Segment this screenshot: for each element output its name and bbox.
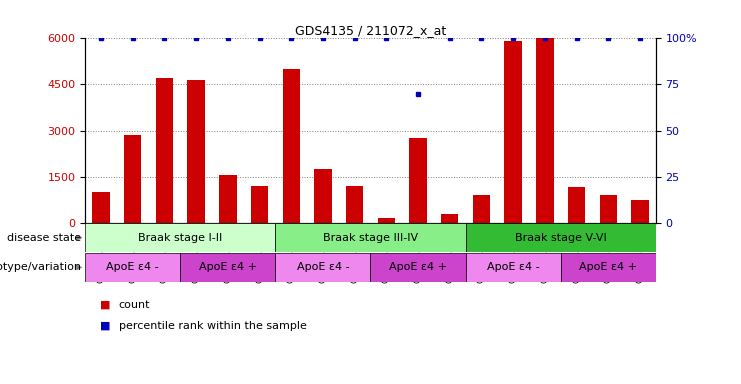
Bar bbox=[251, 186, 268, 223]
Bar bbox=[219, 175, 236, 223]
Bar bbox=[93, 192, 110, 223]
Text: ApoE ε4 -: ApoE ε4 - bbox=[107, 262, 159, 273]
Bar bbox=[156, 78, 173, 223]
Bar bbox=[599, 195, 617, 223]
Bar bbox=[276, 253, 370, 282]
Bar bbox=[276, 223, 465, 252]
Text: genotype/variation: genotype/variation bbox=[0, 262, 82, 273]
Bar bbox=[370, 253, 465, 282]
Bar bbox=[85, 223, 276, 252]
Bar bbox=[441, 214, 459, 223]
Bar bbox=[180, 253, 276, 282]
Text: percentile rank within the sample: percentile rank within the sample bbox=[119, 321, 307, 331]
Text: ApoE ε4 +: ApoE ε4 + bbox=[389, 262, 447, 273]
Text: ApoE ε4 -: ApoE ε4 - bbox=[487, 262, 539, 273]
Text: ■: ■ bbox=[100, 300, 110, 310]
Bar bbox=[124, 135, 142, 223]
Bar bbox=[631, 200, 648, 223]
Bar bbox=[465, 253, 561, 282]
Bar bbox=[282, 69, 300, 223]
Bar bbox=[505, 41, 522, 223]
Bar bbox=[409, 138, 427, 223]
Bar bbox=[378, 218, 395, 223]
Bar bbox=[346, 186, 363, 223]
Text: ApoE ε4 +: ApoE ε4 + bbox=[579, 262, 637, 273]
Text: ■: ■ bbox=[100, 321, 110, 331]
Text: ApoE ε4 -: ApoE ε4 - bbox=[296, 262, 349, 273]
Bar bbox=[536, 38, 554, 223]
Bar bbox=[561, 253, 656, 282]
Text: Braak stage V-VI: Braak stage V-VI bbox=[515, 233, 607, 243]
Bar bbox=[473, 195, 490, 223]
Bar bbox=[314, 169, 332, 223]
Bar bbox=[85, 253, 180, 282]
Text: Braak stage III-IV: Braak stage III-IV bbox=[323, 233, 418, 243]
Title: GDS4135 / 211072_x_at: GDS4135 / 211072_x_at bbox=[295, 24, 446, 37]
Text: Braak stage I-II: Braak stage I-II bbox=[138, 233, 222, 243]
Bar bbox=[568, 187, 585, 223]
Text: ApoE ε4 +: ApoE ε4 + bbox=[199, 262, 257, 273]
Text: count: count bbox=[119, 300, 150, 310]
Text: disease state: disease state bbox=[7, 233, 82, 243]
Bar bbox=[465, 223, 656, 252]
Bar bbox=[187, 80, 205, 223]
